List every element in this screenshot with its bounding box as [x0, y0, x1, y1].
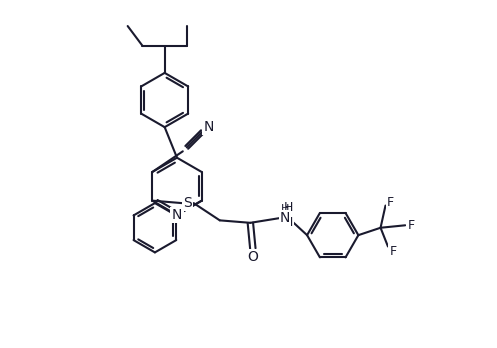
Text: H
N: H N [283, 201, 293, 229]
Text: O: O [248, 250, 258, 264]
Text: F: F [389, 245, 397, 258]
Text: N: N [280, 211, 290, 225]
Text: F: F [408, 219, 414, 232]
Text: S: S [183, 196, 192, 210]
Text: H: H [281, 204, 289, 214]
Text: F: F [387, 196, 394, 208]
Text: N: N [172, 208, 182, 222]
Text: N: N [203, 120, 214, 134]
